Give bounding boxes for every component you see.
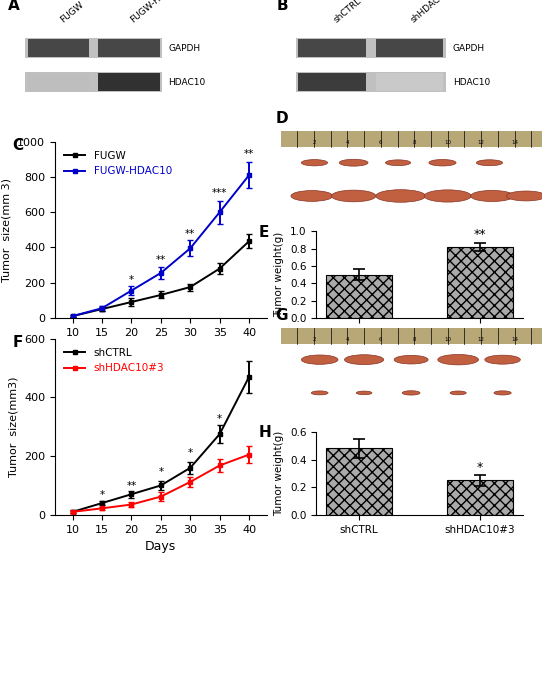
Bar [326, 448, 392, 515]
FancyBboxPatch shape [25, 38, 162, 58]
Bar [326, 274, 392, 318]
Text: **: ** [474, 229, 486, 241]
Text: 12: 12 [477, 337, 485, 343]
FancyBboxPatch shape [28, 39, 89, 57]
Ellipse shape [424, 190, 471, 202]
FancyBboxPatch shape [296, 72, 446, 93]
Text: H: H [258, 425, 271, 440]
Text: *: * [158, 466, 163, 477]
Text: *: * [100, 490, 104, 500]
Text: **: ** [185, 229, 195, 238]
Text: FUGW-HDAC10: FUGW-HDAC10 [129, 0, 186, 24]
Text: 2: 2 [312, 337, 316, 343]
Text: A: A [8, 0, 19, 12]
Ellipse shape [301, 355, 338, 364]
X-axis label: Days: Days [145, 343, 177, 356]
Legend: shCTRL, shHDAC10#3: shCTRL, shHDAC10#3 [60, 344, 168, 377]
Text: GAPDH: GAPDH [453, 44, 485, 53]
Text: G: G [275, 307, 288, 323]
Text: 4: 4 [345, 140, 349, 146]
Text: **: ** [156, 255, 166, 265]
Ellipse shape [438, 354, 478, 365]
FancyBboxPatch shape [280, 131, 542, 147]
Ellipse shape [386, 160, 411, 166]
Ellipse shape [450, 391, 466, 395]
Ellipse shape [356, 391, 372, 395]
Text: FUGW-HDAC10: FUGW-HDAC10 [282, 176, 345, 185]
Legend: FUGW, FUGW-HDAC10: FUGW, FUGW-HDAC10 [60, 147, 176, 180]
Ellipse shape [332, 190, 376, 202]
Text: 12: 12 [477, 140, 485, 146]
Ellipse shape [429, 160, 456, 166]
Ellipse shape [507, 191, 546, 201]
Text: 6: 6 [379, 140, 383, 146]
Text: FUGW: FUGW [282, 149, 307, 158]
Y-axis label: Tumor weight(g): Tumor weight(g) [274, 232, 284, 317]
Text: *: * [129, 275, 134, 285]
Text: D: D [275, 111, 288, 126]
Text: **: ** [126, 481, 136, 491]
Text: 10: 10 [444, 337, 451, 343]
Text: shCTRL: shCTRL [332, 0, 363, 24]
Ellipse shape [485, 355, 520, 364]
Text: *: * [217, 414, 222, 424]
Text: F: F [13, 335, 23, 350]
Text: C: C [13, 138, 24, 153]
Text: 14: 14 [511, 140, 518, 146]
Ellipse shape [339, 160, 368, 166]
FancyBboxPatch shape [298, 39, 366, 57]
Text: 8: 8 [412, 140, 416, 146]
X-axis label: Days: Days [145, 540, 177, 553]
Ellipse shape [311, 391, 328, 395]
FancyBboxPatch shape [296, 38, 446, 58]
Ellipse shape [376, 189, 426, 202]
FancyBboxPatch shape [280, 328, 542, 344]
FancyBboxPatch shape [376, 39, 443, 57]
Text: GAPDH: GAPDH [168, 44, 200, 53]
Ellipse shape [344, 354, 384, 365]
Y-axis label: Tumor weight(g): Tumor weight(g) [274, 430, 284, 516]
Text: FUGW: FUGW [58, 0, 85, 24]
Text: ***: *** [212, 188, 227, 198]
Ellipse shape [301, 160, 327, 166]
Text: HDAC10: HDAC10 [168, 77, 206, 87]
Y-axis label: Tumor  size(mm 3): Tumor size(mm 3) [2, 178, 12, 282]
FancyBboxPatch shape [98, 39, 160, 57]
Bar [447, 480, 513, 515]
Y-axis label: Tumor  size(mm3): Tumor size(mm3) [9, 377, 19, 477]
Text: **: ** [244, 149, 254, 160]
Ellipse shape [394, 355, 428, 364]
Text: 14: 14 [511, 337, 518, 343]
Text: E: E [258, 225, 269, 240]
FancyBboxPatch shape [98, 73, 160, 91]
Text: 8: 8 [412, 337, 416, 343]
Text: *: * [477, 461, 483, 473]
Text: 10: 10 [444, 140, 451, 146]
Ellipse shape [402, 390, 420, 395]
Ellipse shape [471, 191, 514, 202]
Bar [447, 247, 513, 318]
Ellipse shape [291, 191, 333, 201]
Ellipse shape [494, 391, 511, 395]
Text: 4: 4 [345, 337, 349, 343]
Text: 2: 2 [312, 140, 316, 146]
FancyBboxPatch shape [298, 73, 366, 91]
Text: *: * [188, 448, 193, 457]
Text: shHDAC10#3: shHDAC10#3 [409, 0, 462, 24]
Text: HDAC10: HDAC10 [453, 77, 490, 87]
Text: B: B [276, 0, 288, 12]
FancyBboxPatch shape [28, 73, 89, 91]
Ellipse shape [476, 160, 503, 166]
FancyBboxPatch shape [376, 73, 443, 91]
Text: 6: 6 [379, 337, 383, 343]
FancyBboxPatch shape [25, 72, 162, 93]
Text: shHDAC10#3: shHDAC10#3 [282, 373, 339, 382]
Text: shCTRL: shCTRL [282, 346, 313, 355]
